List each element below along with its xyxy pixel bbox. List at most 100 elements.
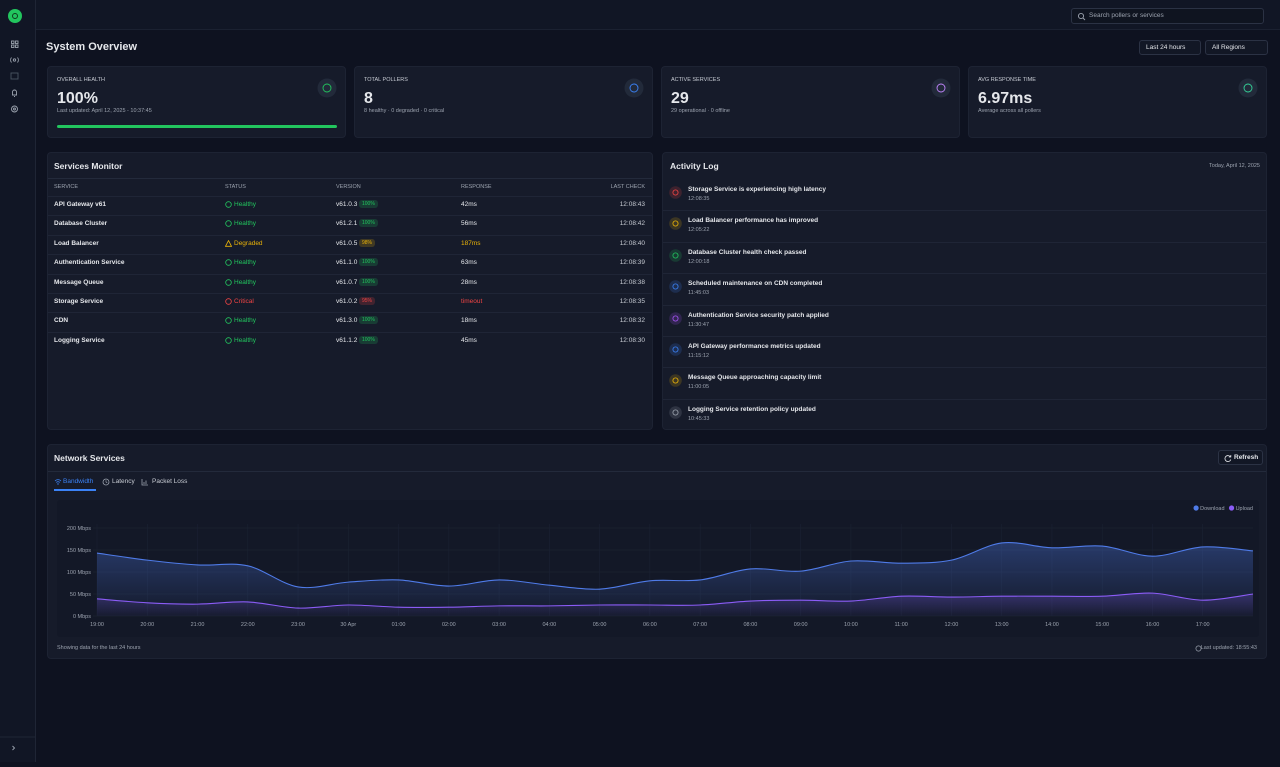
sidebar-icons [0,9,36,751]
status-icon [225,337,232,344]
y-tick-label: 0 Mbps [73,614,91,620]
nav-services[interactable] [10,72,19,80]
collapse[interactable] [12,745,16,751]
version: v61.2.1 [336,220,358,228]
uptime-badge: 98% [359,238,376,247]
activity-icon-bg [669,280,682,293]
clock-icon [1195,645,1202,652]
icon [225,317,232,325]
x-tick-label: 02:00 [442,622,456,628]
activity-icon [672,252,679,259]
activity-icon [672,315,679,322]
activity-time: 11:15:12 [688,353,710,359]
row-divider [663,210,1266,212]
card-label: AVG RESPONSE TIME [978,77,1036,83]
icon [669,343,682,356]
card-value: 29 [671,90,689,107]
x-tick-label: 08:00 [744,622,758,628]
row-divider [48,234,652,236]
row-divider [663,241,1266,243]
activity-time: 11:00:05 [688,384,710,391]
last-check: 12:08:39 [619,259,645,267]
icon-mark [936,83,946,93]
row-divider [663,367,1266,369]
x-tick-label: 16:00 [1146,622,1160,628]
icon-mark [629,83,639,93]
card-value: 100% [57,90,98,107]
icon [225,239,232,247]
uptime-badge: 100% [359,277,378,286]
row-divider [663,398,1266,400]
region-filter[interactable]: All Regions [1205,40,1268,55]
status: Healthy [234,259,257,267]
x-tick-label: 13:00 [995,622,1009,628]
x-tick-label: 03:00 [492,622,506,628]
region-filter-label: All Regions [1212,44,1245,51]
panel-title: Activity Log [670,161,719,171]
logo[interactable] [8,9,22,23]
last-check: 12:08:30 [619,336,645,344]
time-filter[interactable]: Last 24 hours [1139,40,1201,55]
refresh-button[interactable]: Refresh [1218,450,1263,465]
row-divider [48,293,652,294]
nav-alerts[interactable] [12,89,17,97]
column-header: RESPONSE [461,184,492,190]
x-tick-label: 22:00 [241,622,255,628]
column-header: SERVICE [54,184,79,190]
row-divider [663,273,1266,275]
last-check: 12:08:35 [619,298,645,305]
tab[interactable]: Packet Loss [152,478,188,485]
x-tick-label: 19:00 [90,622,104,628]
activity-title: API Gateway performance metrics updated [688,343,821,350]
status: Healthy [234,201,257,208]
stat-card: AVG RESPONSE TIME 6.97ms Average across al… [968,66,1267,138]
search-box[interactable]: Search pollers or services [1071,8,1264,24]
nav-pollers[interactable] [12,58,17,62]
icon [225,337,232,344]
tab-active[interactable]: Bandwidth [63,478,94,485]
tab-underline [54,489,96,491]
y-tick-label: 150 Mbps [67,548,91,554]
icon-bg [1238,78,1258,98]
x-tick-label: 14:00 [1045,622,1059,628]
x-tick-label: 06:00 [643,622,657,628]
response: 45ms [461,336,477,344]
status-icon [225,201,232,208]
status-icon [225,220,232,228]
activity-time: 11:45:03 [688,290,710,297]
icon [1238,78,1258,98]
response: 187ms [461,239,481,247]
activity-icon-bg [669,186,682,199]
status: Healthy [234,278,257,286]
response: 28ms [461,278,477,286]
x-tick-label: 11:00 [894,622,907,628]
icon [669,248,682,262]
x-tick-label: 17:00 [1196,622,1210,628]
icon [225,259,232,266]
last-check: 12:08:42 [619,220,645,228]
card-detail: 29 operational · 0 offline [671,108,730,114]
series-line [96,592,1254,609]
nav-dashboard[interactable] [11,40,15,44]
area-fill [97,593,1253,616]
column-header: VERSION [336,184,361,190]
card-value: 8 [364,90,373,107]
icon [669,405,682,419]
activity-time: 12:00:18 [688,258,710,265]
tab[interactable]: Latency [112,478,135,485]
activity-icon-bg [669,311,682,325]
legend-label: Download [1200,506,1224,512]
card-detail: Last updated: April 12, 2025 - 10:37:45 [57,108,152,114]
version: v61.1.2 [336,336,358,344]
activity-date: Today, April 12, 2025 [1209,163,1260,169]
activity-icon-bg [669,405,682,419]
version: v61.0.7 [336,278,358,286]
nav-settings[interactable] [11,105,18,113]
uptime-badge: 100% [359,219,378,228]
response: timeout [461,298,483,305]
page-title: System Overview [46,41,138,53]
version: v61.1.0 [336,259,358,267]
icon-bg [317,78,337,98]
activity-time: 12:05:22 [688,227,710,234]
x-tick-label: 01:00 [392,622,406,628]
